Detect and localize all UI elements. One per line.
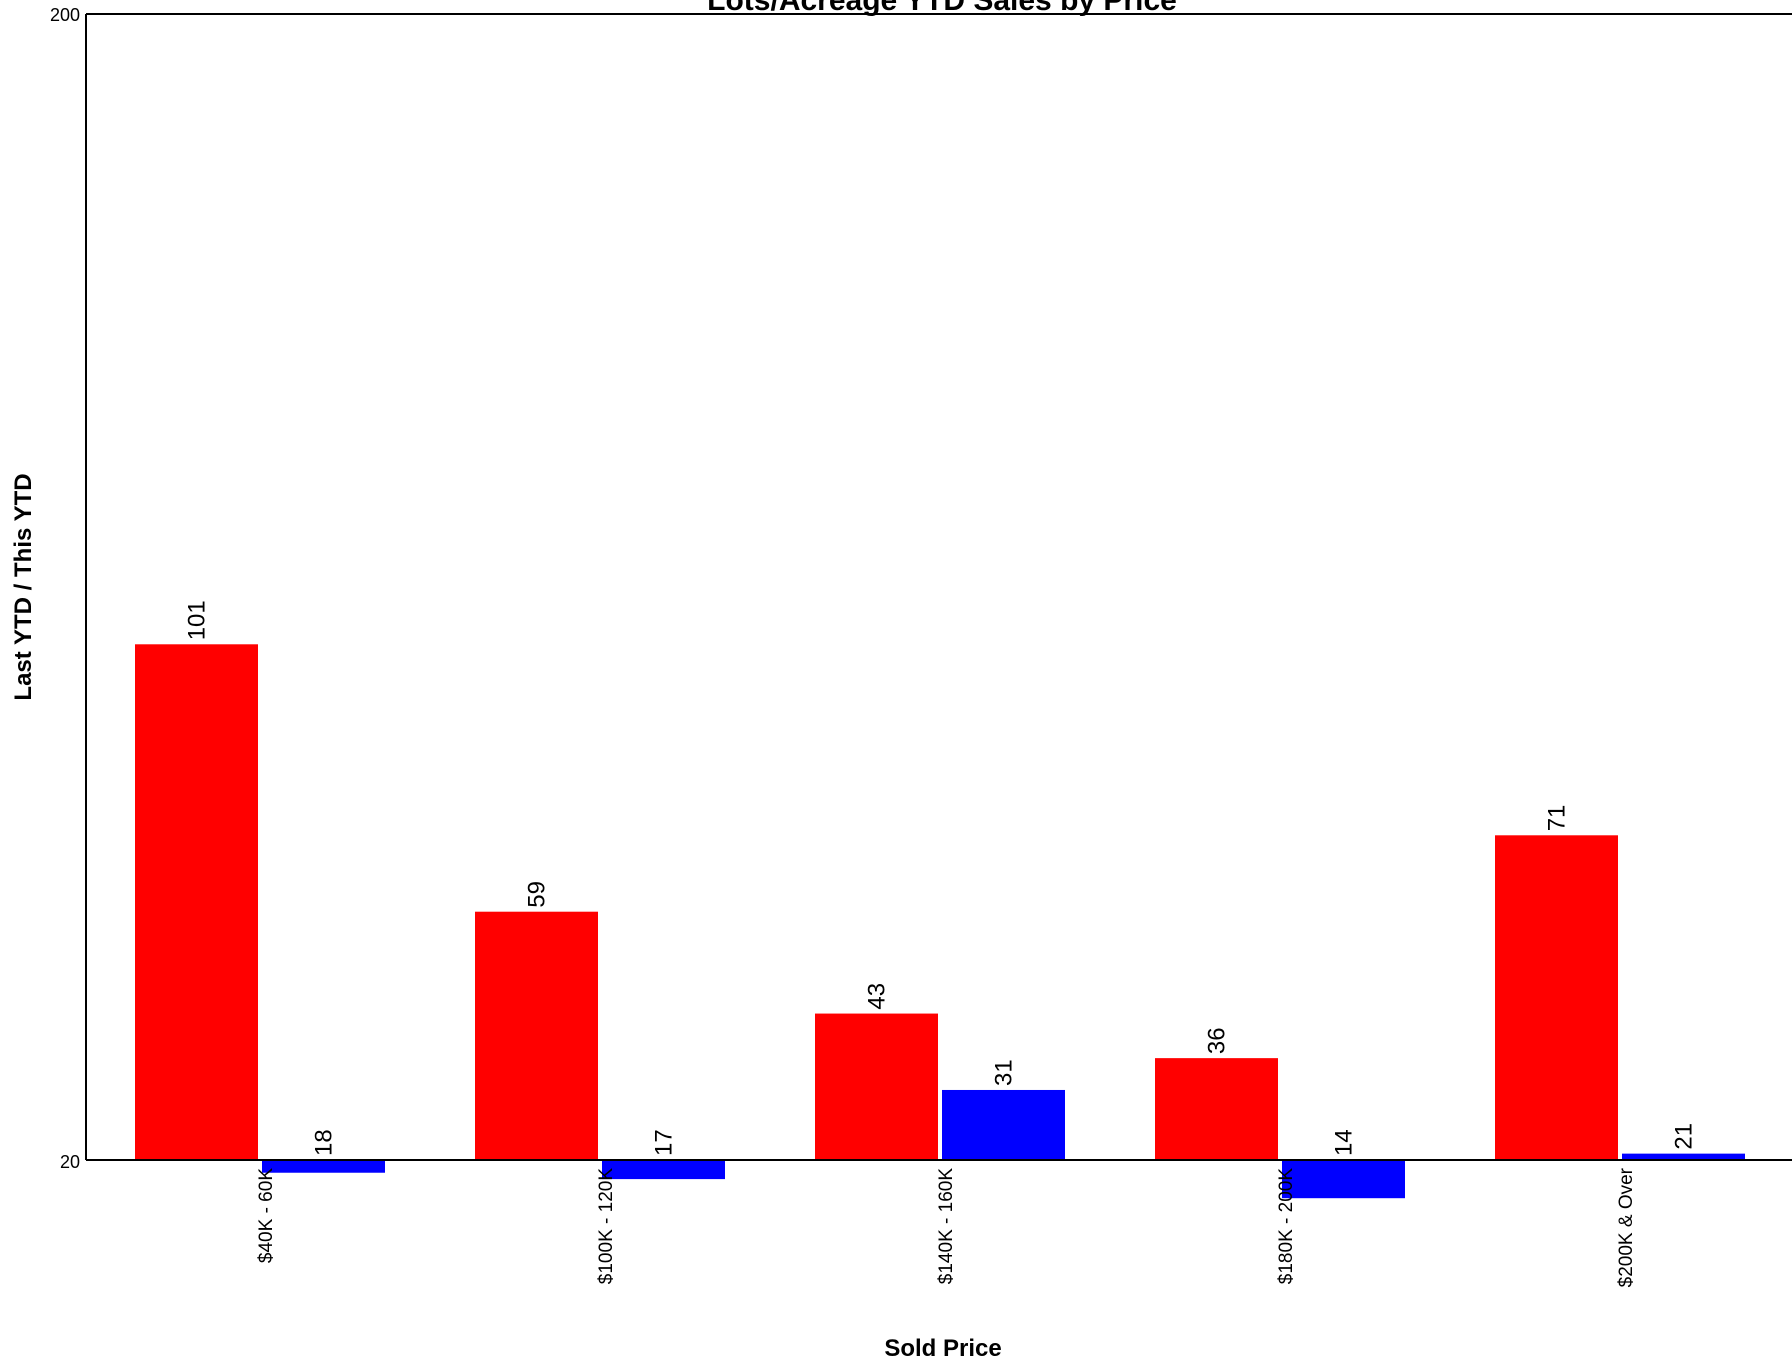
y-tick-label-bottom: 20 <box>60 1152 80 1172</box>
bar-series-1-1 <box>135 644 258 1160</box>
bars: 101 18 59 17 43 31 36 14 71 21 <box>135 600 1745 1199</box>
bar-series-1-2 <box>475 911 598 1160</box>
data-label-series-1-2: 59 <box>524 881 551 908</box>
category-label-4: $180K - 200K <box>1276 1168 1297 1285</box>
bar-series-2-3 <box>942 1089 1065 1160</box>
data-label-series-1-3: 43 <box>864 983 891 1010</box>
data-label-series-2-4: 14 <box>1331 1129 1358 1156</box>
data-label-series-1-4: 36 <box>1204 1027 1231 1054</box>
category-label-5: $200K & Over <box>1616 1167 1637 1287</box>
bar-series-1-3 <box>815 1013 938 1160</box>
plot-area: 101 18 59 17 43 31 36 14 71 21 <box>85 13 1792 1199</box>
category-label-3: $140K - 160K <box>936 1168 957 1285</box>
y-tick-label-top: 200 <box>50 5 80 25</box>
category-label-2: $100K - 120K <box>596 1168 617 1285</box>
bar-series-2-4 <box>1282 1160 1405 1199</box>
category-labels: $40K - 60K $100K - 120K $140K - 160K $180K … <box>256 1167 1637 1287</box>
chart-title: Lots/Acreage YTD Sales by Price <box>707 0 1177 17</box>
data-label-series-2-3: 31 <box>991 1059 1018 1086</box>
data-label-series-2-5: 21 <box>1671 1123 1698 1150</box>
bar-series-2-2 <box>602 1160 725 1180</box>
y-axis-title: Last YTD / This YTD <box>10 473 37 700</box>
data-label-series-2-2: 17 <box>651 1129 678 1156</box>
bar-series-1-5 <box>1495 835 1618 1160</box>
bar-series-2-5 <box>1622 1153 1745 1160</box>
data-label-series-1-1: 101 <box>184 600 211 640</box>
bar-series-2-1 <box>262 1160 385 1173</box>
x-axis-title: Sold Price <box>884 1335 1001 1362</box>
bar-series-1-4 <box>1155 1058 1278 1160</box>
data-label-series-2-1: 18 <box>311 1129 338 1156</box>
category-label-1: $40K - 60K <box>256 1168 277 1263</box>
data-label-series-1-5: 71 <box>1544 805 1571 832</box>
